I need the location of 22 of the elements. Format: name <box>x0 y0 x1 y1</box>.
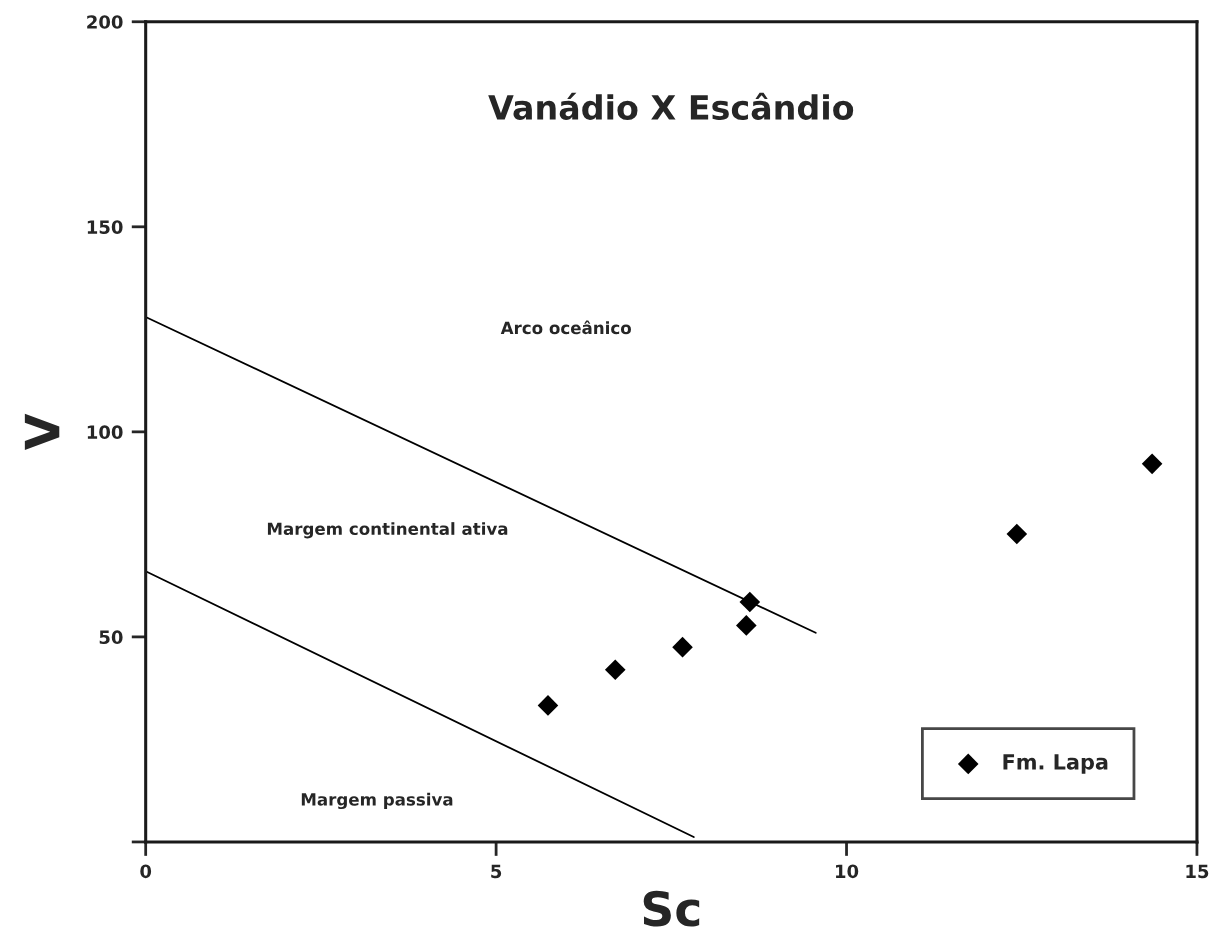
annotation: Arco oceânico <box>500 320 631 335</box>
x-tick-label: 15 <box>1186 864 1209 879</box>
point <box>1141 453 1163 475</box>
text: Vanádio X Escândio <box>488 92 854 121</box>
y-tick-label: 150 <box>87 220 123 234</box>
annotation: Margem passiva <box>301 792 453 810</box>
annotation: Margem continental ativa <box>267 522 508 539</box>
y-tick-label: 50 <box>99 630 123 645</box>
x-tick-label: 5 <box>491 864 502 879</box>
point <box>736 615 757 636</box>
x-tick-label: 0 <box>140 864 152 879</box>
y-tick-label: 100 <box>87 425 123 439</box>
point <box>739 591 761 613</box>
point <box>672 636 693 658</box>
y-axis-title: V <box>24 413 60 450</box>
legend-label: Fm. Lapa <box>1003 754 1108 774</box>
point <box>537 695 559 716</box>
x-axis-title: Sc <box>643 890 700 927</box>
point <box>604 659 626 680</box>
point <box>1006 523 1028 545</box>
x-tick-label: 10 <box>836 864 859 879</box>
y-tick-label: 200 <box>87 15 123 29</box>
